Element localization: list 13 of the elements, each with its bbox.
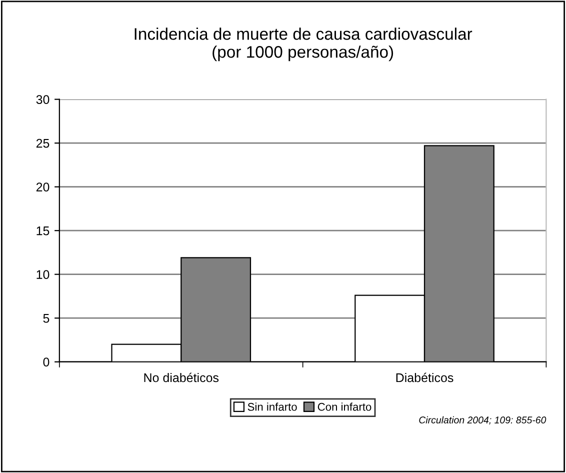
y-tick-label: 25 bbox=[36, 138, 50, 148]
y-tick-label: 10 bbox=[36, 270, 50, 279]
y-tick-label: 20 bbox=[36, 182, 50, 192]
text: Circulation 2004; 109: 855-60 bbox=[419, 416, 546, 425]
y-tick-label: 30 bbox=[36, 95, 50, 104]
y-tick-label: 5 bbox=[43, 314, 50, 323]
x-tick-label: Diabéticos bbox=[396, 372, 454, 382]
x-tick-label: No diabéticos bbox=[144, 372, 219, 382]
chart-title: Incidencia de muerte de causa cardiovascular (por 1000 personas/año) bbox=[134, 28, 472, 62]
legend-label: Con infarto bbox=[318, 402, 372, 411]
y-tick-label: 0 bbox=[43, 358, 50, 366]
y-tick-label: 15 bbox=[36, 226, 50, 236]
legend-label: Sin infarto bbox=[248, 402, 297, 411]
